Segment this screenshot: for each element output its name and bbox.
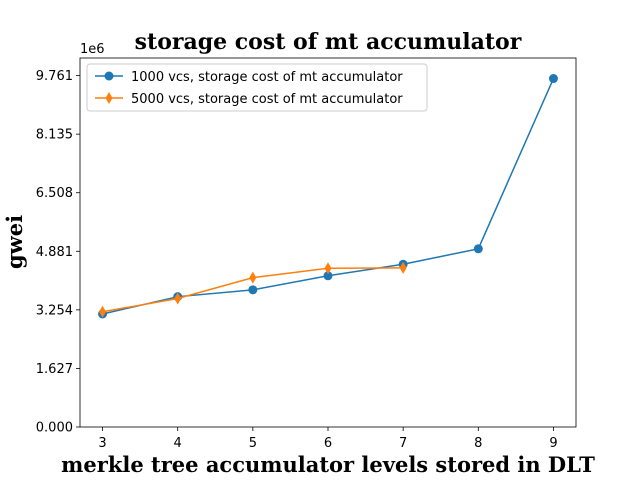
x-tick-label: 6 xyxy=(324,436,332,451)
y-tick-label: 0.000 xyxy=(36,421,73,436)
y-tick-label: 9.761 xyxy=(36,69,73,84)
x-tick-label: 8 xyxy=(474,436,482,451)
chart-title: storage cost of mt accumulator xyxy=(135,29,522,55)
x-axis: 3 4 5 6 7 8 9 xyxy=(98,427,558,451)
data-point xyxy=(174,292,182,305)
data-point xyxy=(249,271,257,284)
data-point xyxy=(323,271,333,281)
x-tick-label: 3 xyxy=(98,436,106,451)
data-point xyxy=(399,261,407,274)
y-tick-label: 3.254 xyxy=(36,303,73,318)
data-point xyxy=(473,244,483,254)
series-layer xyxy=(98,74,558,319)
y-tick-label: 6.508 xyxy=(36,186,73,201)
x-tick-label: 4 xyxy=(174,436,182,451)
legend-marker-2 xyxy=(105,92,113,104)
y-offset-label: 1e6 xyxy=(80,42,105,57)
plot-area xyxy=(79,57,577,428)
data-point xyxy=(324,262,332,275)
y-tick-label: 8.135 xyxy=(36,128,73,143)
y-axis: 0.000 1.627 3.254 4.881 6.508 8.135 9.761 xyxy=(36,69,80,436)
data-point xyxy=(548,74,558,84)
y-tick-label: 4.881 xyxy=(36,245,73,260)
data-point xyxy=(248,285,258,295)
legend-box xyxy=(86,63,428,112)
x-tick-label: 9 xyxy=(549,436,557,451)
x-tick-label: 5 xyxy=(249,436,257,451)
legend-label-1: 1000 vcs, storage cost of mt accumulator xyxy=(131,70,403,85)
legend: 1000 vcs, storage cost of mt accumulator… xyxy=(86,63,428,112)
x-tick-label: 7 xyxy=(399,436,407,451)
y-axis-label: gwei xyxy=(2,215,27,269)
legend-marker-1 xyxy=(104,71,114,81)
legend-label-2: 5000 vcs, storage cost of mt accumulator xyxy=(131,92,403,107)
y-tick-label: 1.627 xyxy=(36,362,73,377)
data-point xyxy=(99,305,107,318)
x-axis-label: merkle tree accumulator levels stored in… xyxy=(61,452,595,477)
